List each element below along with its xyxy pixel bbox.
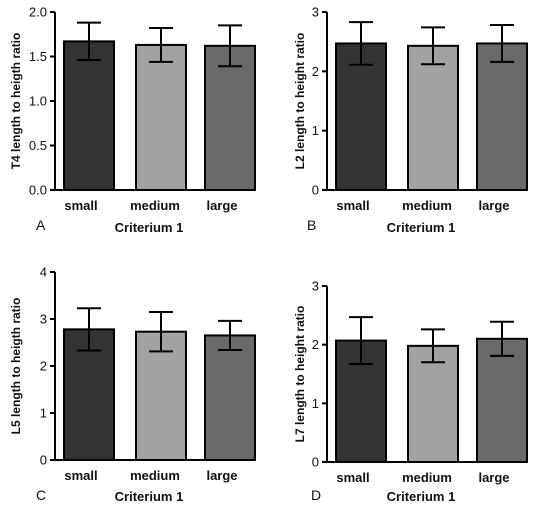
error-bar-large <box>218 24 242 68</box>
y-tick-label: 2 <box>40 359 47 374</box>
panel-label: A <box>36 217 46 233</box>
y-tick-label: 2 <box>312 64 319 79</box>
y-axis-title: L2 length to height ratio <box>293 33 307 170</box>
error-bar-large <box>490 320 514 357</box>
x-axis-title: Criterium 1 <box>387 489 456 504</box>
error-bar-small <box>77 21 101 62</box>
y-tick-label: 2.0 <box>29 5 47 20</box>
y-tick-label: 1.0 <box>29 94 47 109</box>
error-bar-small <box>77 307 101 352</box>
chart-panel-b: 0 1 2 3 small medium large Criterium 1 L2 length… <box>293 5 528 235</box>
category-label: medium <box>402 198 452 213</box>
bar-small <box>63 40 115 192</box>
category-label: large <box>206 198 237 213</box>
bar-medium <box>135 43 187 192</box>
y-tick-label: 1.5 <box>29 49 47 64</box>
y-tick-label: 3 <box>312 5 319 20</box>
y-tick-label: 0 <box>312 183 319 198</box>
x-axis-title: Criterium 1 <box>387 220 456 235</box>
bar-large <box>476 42 528 191</box>
bar-medium <box>407 44 459 191</box>
category-label: large <box>206 468 237 483</box>
panel-label: C <box>36 487 46 503</box>
category-label: medium <box>130 468 180 483</box>
category-label: medium <box>402 470 452 485</box>
bar-large <box>476 337 528 463</box>
chart-panel-c: 0 1 2 3 4 small medium large Criterium 1 L5 lengt… <box>9 265 256 504</box>
y-axis-title: L5 length to heigth ratio <box>9 298 23 435</box>
y-tick-label: 0.0 <box>29 183 47 198</box>
error-bar-large <box>490 24 514 63</box>
bar-large <box>204 44 256 191</box>
y-tick-label: 0 <box>312 455 319 470</box>
category-label: large <box>478 470 509 485</box>
error-bar-small <box>349 316 373 366</box>
category-label: small <box>336 470 369 485</box>
x-axis-title: Criterium 1 <box>115 220 184 235</box>
category-label: small <box>64 198 97 213</box>
y-tick-label: 1 <box>312 396 319 411</box>
y-tick-label: 0.5 <box>29 138 47 153</box>
error-bar-medium <box>421 328 445 364</box>
category-label: small <box>336 198 369 213</box>
error-bar-medium <box>149 27 173 63</box>
y-axis-title: T4 length to heigth ratio <box>9 33 23 170</box>
x-axis-title: Criterium 1 <box>115 489 184 504</box>
error-bar-medium <box>421 26 445 66</box>
y-tick-label: 1 <box>312 123 319 138</box>
y-tick-label: 4 <box>40 265 47 280</box>
y-axis-title: L7 length to height ratio <box>293 306 307 443</box>
y-tick-label: 1 <box>40 406 47 421</box>
y-tick-label: 3 <box>312 279 319 294</box>
chart-panel-a: 0.0 0.5 1.0 1.5 2.0 small medium large Criterium… <box>9 5 256 235</box>
panel-label: D <box>311 487 321 503</box>
panel-label: B <box>307 217 316 233</box>
error-bar-large <box>218 319 242 352</box>
y-tick-label: 0 <box>40 453 47 468</box>
chart-panel-d: 0 1 2 3 small medium large Criterium 1 L7 length… <box>293 279 528 504</box>
error-bar-medium <box>149 310 173 353</box>
error-bar-small <box>349 21 373 66</box>
y-tick-label: 2 <box>312 337 319 352</box>
y-tick-label: 3 <box>40 312 47 327</box>
bar-large <box>204 334 256 462</box>
category-label: large <box>478 198 509 213</box>
category-label: medium <box>130 198 180 213</box>
category-label: small <box>64 468 97 483</box>
